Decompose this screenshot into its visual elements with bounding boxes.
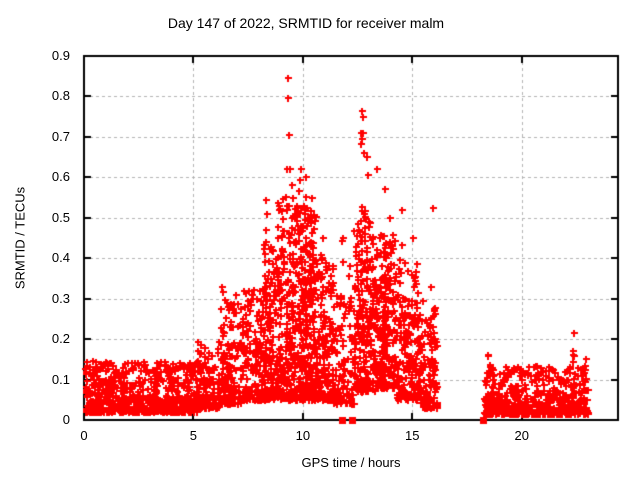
x-axis-label: GPS time / hours — [301, 455, 401, 470]
y-tick-label: 0 — [62, 412, 70, 427]
x-tick-label: 5 — [189, 428, 198, 443]
y-tick-label: 0.3 — [51, 290, 70, 306]
y-axis-label: SRMTID / TECUs — [12, 186, 28, 290]
y-tick-label: 0.2 — [51, 331, 70, 347]
y-tick-label: 0.8 — [51, 88, 70, 104]
x-tick-label: 20 — [514, 428, 529, 443]
y-tick-label: 0.9 — [51, 48, 70, 63]
x-tick-label: 10 — [295, 428, 311, 443]
y-tick-label: 0.1 — [51, 371, 70, 387]
y-tick-label: 0.5 — [51, 209, 70, 225]
x-tick-label: 15 — [405, 428, 420, 443]
y-tick-label: 0.6 — [51, 169, 70, 185]
y-tick-label: 0.4 — [51, 250, 70, 266]
chart-title: Day 147 of 2022, SRMTID for receiver mal… — [167, 15, 445, 31]
x-tick-label: 0 — [80, 428, 88, 443]
y-tick-label: 0.7 — [51, 128, 70, 144]
